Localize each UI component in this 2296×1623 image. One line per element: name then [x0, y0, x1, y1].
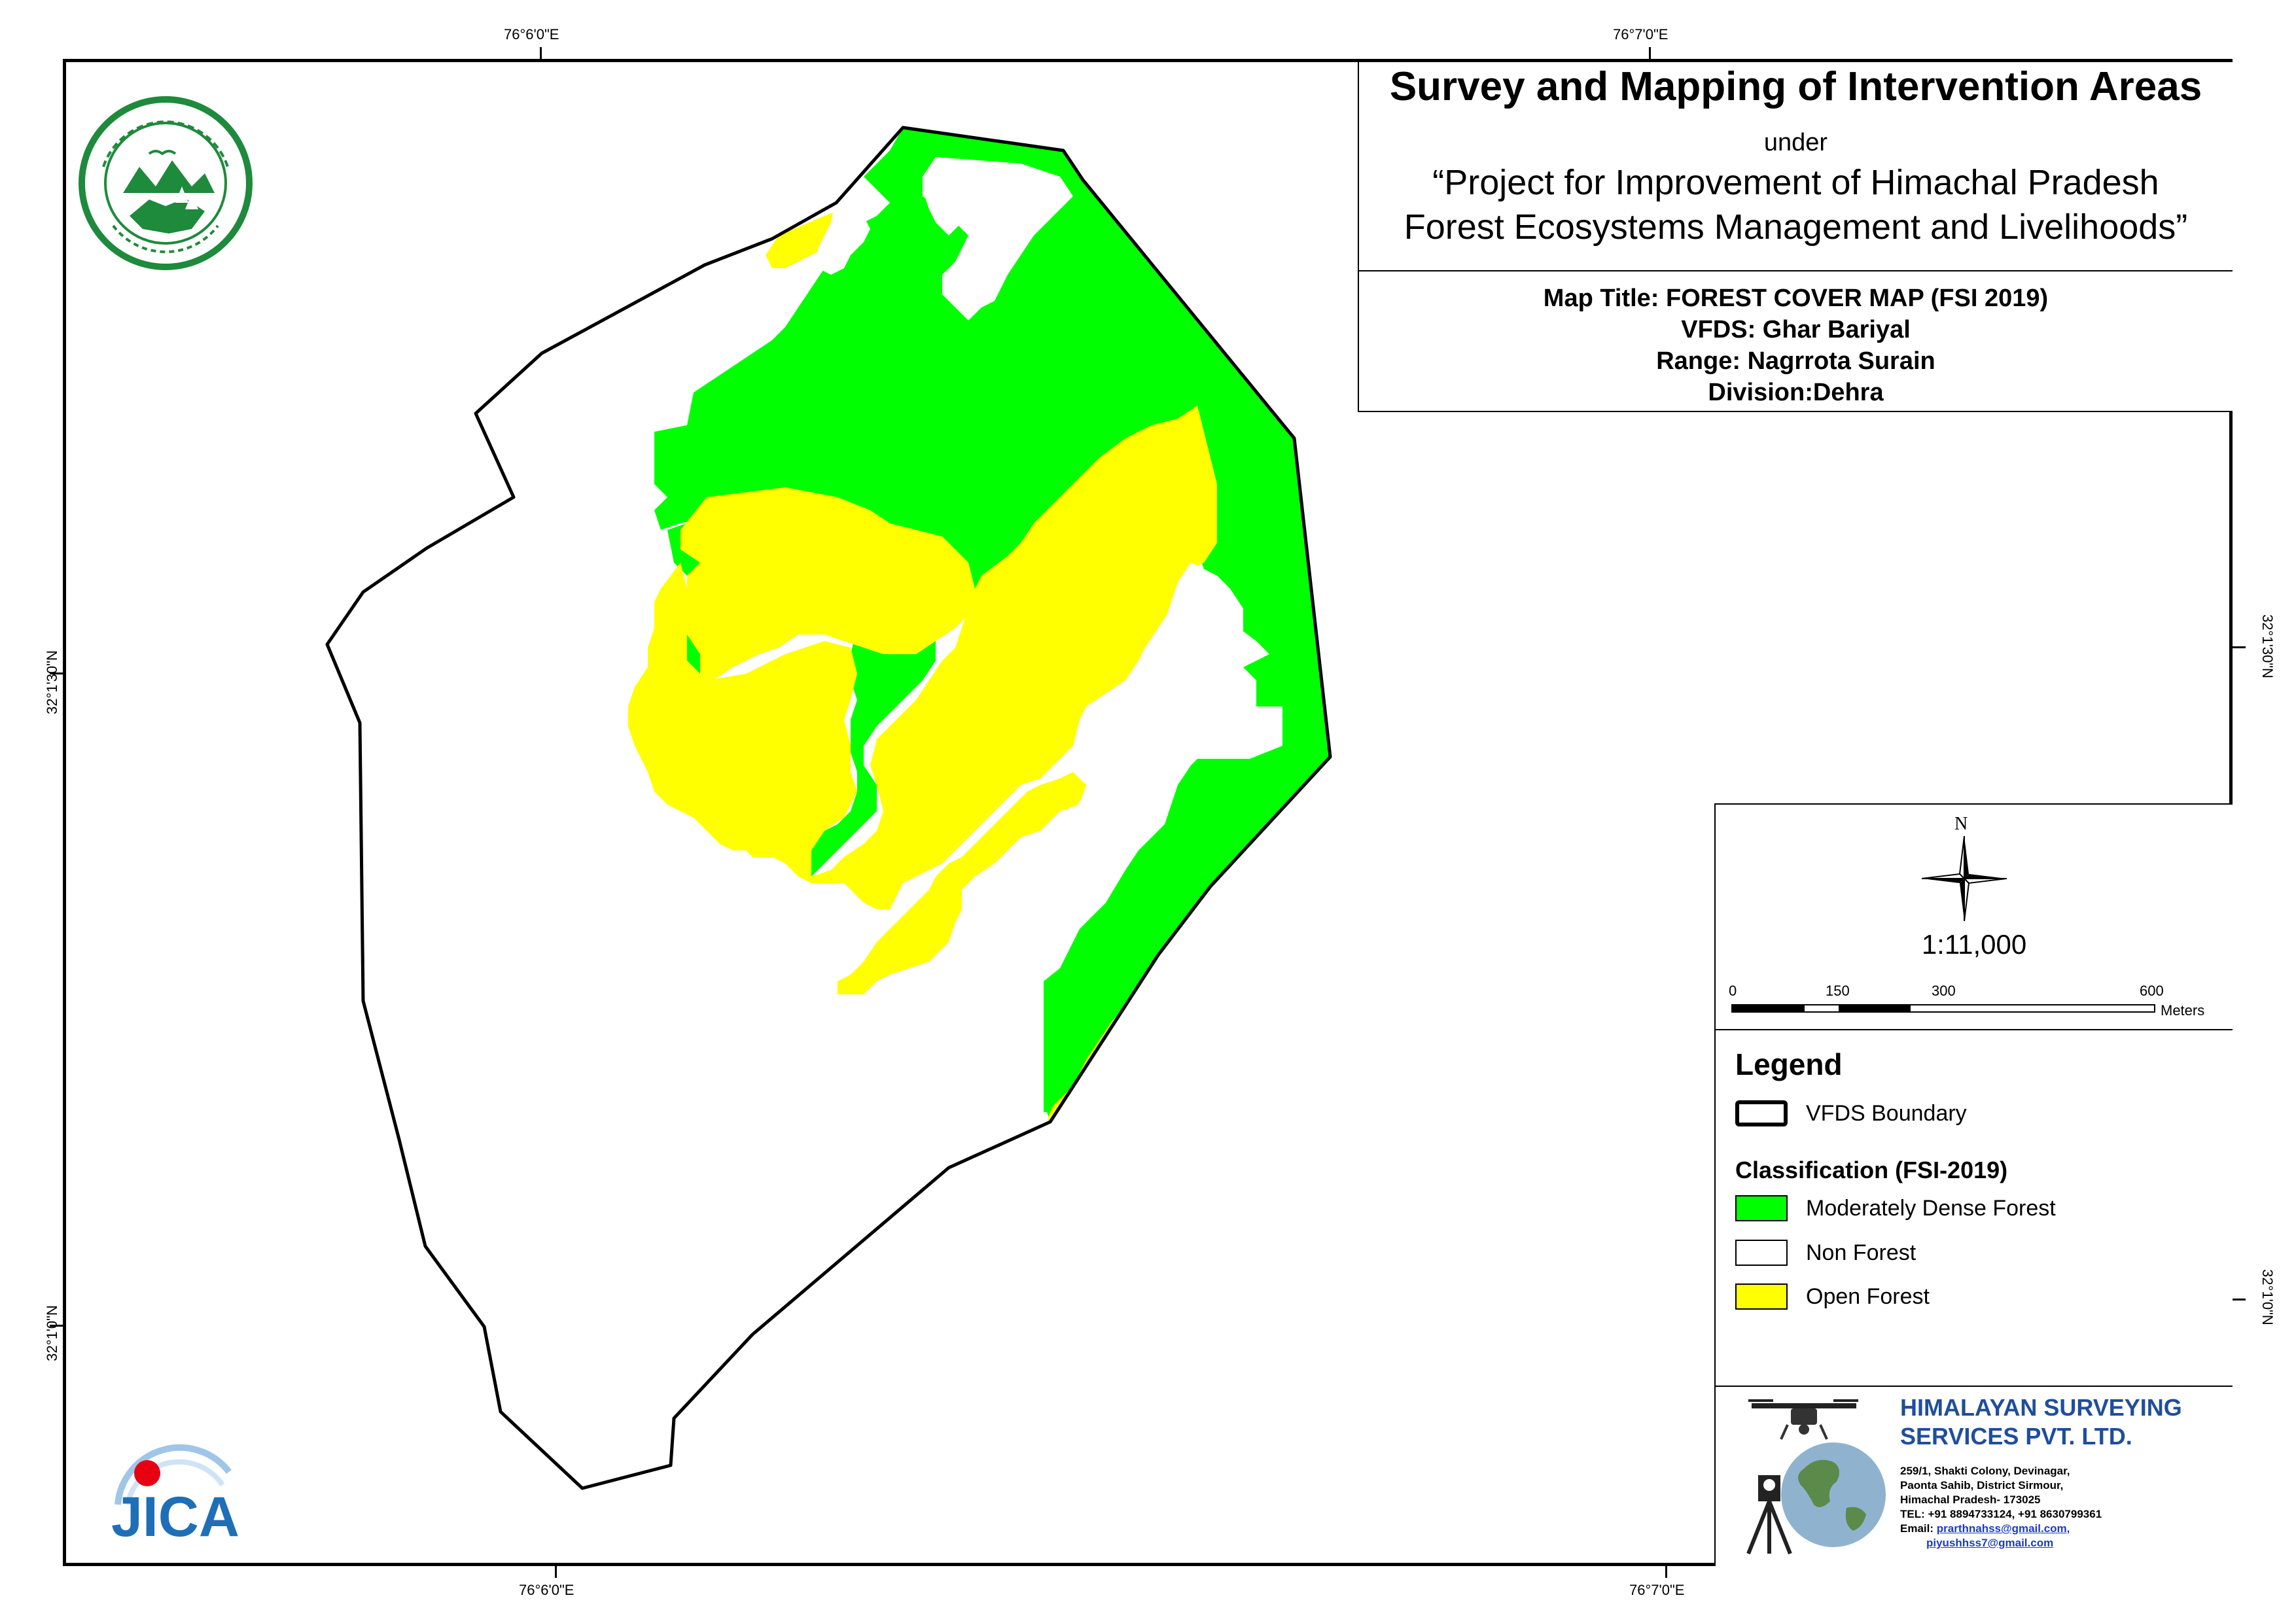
non-forest-area	[923, 183, 968, 236]
right-panel: N 1:11,000 0 150 300 600 Met	[1714, 803, 2233, 1566]
company-name-line2: SERVICES PVT. LTD.	[1900, 1423, 2132, 1450]
open-forest-area	[628, 406, 1217, 909]
grid-tick	[1665, 1565, 1667, 1578]
grid-label-top-left: 76°6'0"E	[504, 26, 559, 43]
project-title-line1: “Project for Improvement of Himachal Pra…	[1432, 163, 2159, 202]
company-name-line1: HIMALAYAN SURVEYING	[1900, 1394, 2182, 1421]
legend-label: Open Forest	[1806, 1283, 1930, 1309]
globe-icon	[1781, 1442, 1886, 1547]
vfds-boundary	[325, 126, 1332, 1490]
open-forest-swatch	[1735, 1283, 1788, 1310]
grid-tick	[540, 47, 542, 60]
legend-label: VFDS Boundary	[1806, 1100, 1967, 1126]
title-panel: Survey and Mapping of Intervention Areas…	[1358, 62, 2233, 412]
company-email-row: Email: prarthnahss@gmail.com,	[1900, 1522, 2102, 1536]
non-forest-area	[1047, 563, 1256, 962]
grid-tick	[2233, 1299, 2246, 1300]
company-address: 259/1, Shakti Colony, Devinagar, Paonta …	[1900, 1464, 2102, 1550]
address-line: Himachal Pradesh- 173025	[1900, 1493, 2041, 1506]
scale-segment	[1805, 1005, 1839, 1011]
scale-ratio: 1:11,000	[1921, 929, 2027, 960]
compass-rose-icon	[1922, 836, 2007, 921]
north-label: N	[1954, 814, 1968, 834]
scale-segment	[1839, 1005, 1911, 1011]
vfds-name: VFDS: Ghar Bariyal	[1681, 316, 1911, 343]
company-name: HIMALAYAN SURVEYING SERVICES PVT. LTD.	[1900, 1393, 2182, 1451]
legend: Legend VFDS Boundary Classification (FSI…	[1716, 1030, 2233, 1387]
division-name: Division:Dehra	[1708, 379, 1884, 406]
open-forest-area	[680, 487, 975, 687]
moderately-dense-swatch	[1735, 1195, 1788, 1221]
email-link[interactable]: piyushhss7@gmail.com	[1926, 1537, 2054, 1549]
scale-section: N 1:11,000 0 150 300 600 Met	[1716, 805, 2233, 1030]
jica-logo-icon: JICA	[111, 1444, 239, 1548]
scale-segment	[1911, 1005, 2154, 1011]
legend-title: Legend	[1735, 1047, 1843, 1081]
legend-item-non-forest: Non Forest	[1735, 1238, 1916, 1267]
legend-label: Non Forest	[1806, 1240, 1916, 1265]
total-station-icon	[1746, 1475, 1792, 1555]
company-info: HIMALAYAN SURVEYING SERVICES PVT. LTD. 2…	[1716, 1387, 2233, 1567]
project-title: “Project for Improvement of Himachal Pra…	[1359, 160, 2233, 249]
address-line: Paonta Sahib, District Sirmour,	[1900, 1479, 2064, 1492]
map-title: Map Title: FOREST COVER MAP (FSI 2019)	[1543, 285, 2049, 312]
legend-item-moderately-dense: Moderately Dense Forest	[1735, 1194, 2056, 1223]
scale-unit: Meters	[2161, 1002, 2205, 1019]
open-forest-area	[766, 209, 851, 268]
grid-tick	[1649, 47, 1651, 60]
company-phone: TEL: +91 8894733124, +91 8630799361	[1900, 1508, 2102, 1520]
boundary-swatch	[1735, 1100, 1788, 1126]
grid-tick	[50, 1325, 63, 1327]
scale-tick-150: 150	[1826, 983, 1850, 999]
grid-label-top-right: 76°7'0"E	[1613, 26, 1669, 43]
scale-tick-600: 600	[2140, 983, 2164, 999]
grid-tick	[50, 672, 63, 674]
legend-item-open-forest: Open Forest	[1735, 1282, 1930, 1311]
range-name: Range: Nagrrota Surain	[1656, 347, 1935, 375]
jica-logo-text: JICA	[111, 1486, 239, 1548]
title-under: under	[1763, 129, 1828, 156]
legend-item-boundary: VFDS Boundary	[1735, 1099, 1967, 1128]
scale-tick-300: 300	[1932, 983, 1956, 999]
address-line: 259/1, Shakti Colony, Devinagar,	[1900, 1465, 2070, 1477]
map-info: Map Title: FOREST COVER MAP (FSI 2019) V…	[1359, 283, 2233, 408]
non-forest-swatch	[1735, 1240, 1788, 1266]
open-forest-area	[838, 772, 1086, 994]
scale-tick-0: 0	[1729, 983, 1737, 999]
grid-tick	[2233, 646, 2246, 648]
non-forest-area	[818, 190, 870, 275]
project-title-line2: Forest Ecosystems Management and Livelih…	[1404, 207, 2188, 247]
grid-label-bottom-left: 76°6'0"E	[519, 1582, 574, 1598]
email-link[interactable]: prarthnahss@gmail.com,	[1936, 1522, 2070, 1535]
classification-title: Classification (FSI-2019)	[1735, 1157, 2008, 1183]
scale-segment	[1733, 1005, 1805, 1011]
moderately-dense-forest-area	[811, 589, 936, 877]
legend-label: Moderately Dense Forest	[1806, 1195, 2056, 1221]
title-header: Survey and Mapping of Intervention Areas…	[1359, 62, 2233, 271]
company-logo	[1746, 1399, 1886, 1555]
main-title: Survey and Mapping of Intervention Areas	[1389, 64, 2202, 109]
grid-label-bottom-right: 76°7'0"E	[1629, 1582, 1685, 1598]
grid-tick	[555, 1565, 557, 1578]
company-email-row: piyushhss7@gmail.com	[1900, 1536, 2102, 1550]
email-label: Email:	[1900, 1522, 1934, 1535]
scale-bar	[1731, 1004, 2155, 1013]
drone-icon	[1748, 1399, 1858, 1440]
forest-department-seal-icon	[79, 96, 253, 270]
